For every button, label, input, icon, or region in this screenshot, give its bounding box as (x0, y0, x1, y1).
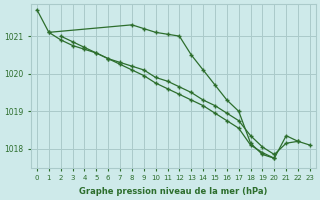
X-axis label: Graphe pression niveau de la mer (hPa): Graphe pression niveau de la mer (hPa) (79, 187, 268, 196)
